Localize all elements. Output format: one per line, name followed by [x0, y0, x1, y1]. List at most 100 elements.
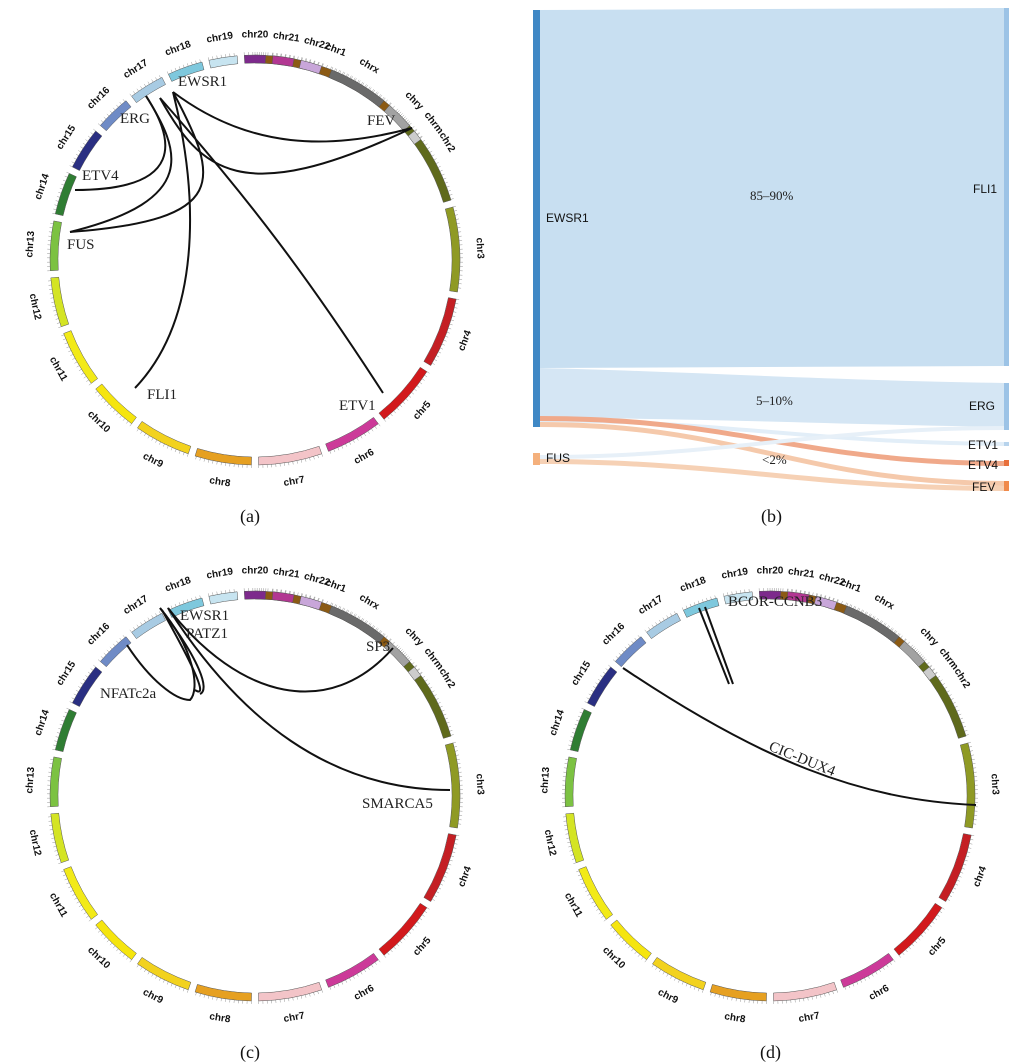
- tick-mark: [76, 901, 80, 904]
- tick-mark: [109, 406, 113, 410]
- tick-mark: [414, 665, 418, 668]
- tick-mark: [939, 679, 943, 682]
- node-fus: [533, 453, 540, 465]
- chromosome-band: [564, 756, 577, 807]
- tick-mark: [637, 635, 641, 638]
- tick-mark: [816, 593, 818, 597]
- tick-mark: [589, 897, 593, 900]
- tick-mark: [136, 624, 139, 628]
- gene-labels: EWSR1 PATZ1 SP3 NFATc2a SMARCA5: [100, 608, 433, 812]
- tick-mark: [427, 147, 430, 150]
- target-label: FLI1: [973, 182, 997, 196]
- chromosome-label: chr19: [206, 566, 235, 581]
- chromosome-label: chr2: [952, 667, 973, 691]
- tick-mark: [815, 995, 817, 999]
- tick-mark: [914, 940, 918, 944]
- chromosome-label: chr3: [474, 773, 486, 795]
- tick-mark: [300, 57, 302, 61]
- chromosome-band: [773, 981, 838, 1002]
- tick-mark: [78, 905, 82, 908]
- tick-mark: [361, 617, 363, 621]
- tick-mark: [434, 895, 438, 898]
- tick-mark: [449, 194, 453, 196]
- tick-mark: [598, 912, 602, 915]
- chromosome-band: [137, 957, 192, 991]
- tick-mark: [369, 87, 372, 91]
- tick-mark: [143, 619, 146, 623]
- tick-mark: [106, 939, 110, 943]
- tick-mark: [56, 858, 60, 860]
- source-label: EWSR1: [546, 211, 589, 225]
- tick-mark: [393, 410, 396, 414]
- gene-label: FUS: [67, 237, 95, 253]
- tick-mark: [944, 686, 948, 689]
- tick-mark: [329, 450, 332, 454]
- tick-mark: [401, 650, 405, 654]
- chromosome-band: [843, 605, 900, 644]
- tick-mark: [585, 890, 589, 892]
- panel-label-b: (b): [761, 506, 782, 527]
- tick-mark: [441, 709, 445, 712]
- tick-mark: [159, 977, 161, 981]
- tick-mark: [837, 599, 839, 603]
- tick-mark: [174, 67, 177, 71]
- tick-mark: [946, 690, 950, 693]
- tick-mark: [934, 918, 938, 921]
- chromosome-label: chrx: [357, 56, 381, 76]
- tick-mark: [50, 222, 54, 224]
- chromosome-label: chr7: [798, 1010, 821, 1025]
- tick-mark: [445, 335, 449, 338]
- tick-mark: [627, 643, 631, 647]
- tick-mark: [379, 95, 383, 98]
- chromosome-label: chr7: [283, 474, 306, 489]
- tick-mark: [69, 165, 73, 168]
- gene-label: FLI1: [147, 387, 177, 403]
- tick-mark: [396, 943, 400, 947]
- tick-mark: [382, 632, 385, 636]
- tick-mark: [397, 110, 400, 113]
- tick-mark: [75, 153, 79, 156]
- fusion-link: [704, 606, 734, 685]
- percentage-label: 85–90%: [750, 188, 794, 203]
- chromosome-label: chr19: [721, 566, 750, 581]
- tick-mark: [422, 675, 426, 678]
- tick-mark: [86, 379, 89, 382]
- tick-mark: [714, 595, 716, 599]
- tick-mark: [444, 181, 448, 184]
- tick-mark: [103, 116, 107, 120]
- chromosome-band: [50, 812, 70, 864]
- chromosome-label: chr22: [303, 571, 332, 589]
- tick-mark: [318, 598, 320, 602]
- tick-mark: [143, 969, 146, 973]
- tick-mark: [354, 614, 357, 618]
- tick-mark: [52, 213, 56, 215]
- tick-mark: [852, 983, 855, 987]
- tick-mark: [710, 992, 712, 996]
- chromosome-band: [208, 55, 239, 69]
- chromosome-band: [299, 59, 323, 75]
- tick-mark: [83, 912, 87, 915]
- tick-mark: [54, 314, 58, 316]
- tick-mark: [959, 717, 963, 720]
- tick-mark: [61, 870, 65, 873]
- tick-mark: [58, 728, 62, 730]
- tick-mark: [644, 629, 647, 633]
- chromosome-band: [898, 640, 926, 668]
- tick-mark: [889, 962, 892, 965]
- tick-mark: [440, 347, 443, 350]
- chromosome-label: chr9: [141, 451, 165, 471]
- chromosome-band: [709, 984, 767, 1002]
- tick-mark: [963, 863, 967, 866]
- tick-mark: [404, 117, 408, 121]
- tick-mark: [923, 931, 927, 934]
- tick-mark: [597, 678, 601, 681]
- tick-mark: [93, 664, 96, 668]
- chromosome-label: chr4: [971, 864, 989, 888]
- tick-mark: [961, 721, 965, 724]
- tick-mark: [871, 973, 874, 977]
- tick-mark: [159, 75, 161, 79]
- tick-mark: [584, 701, 588, 704]
- tick-mark: [52, 841, 56, 843]
- chromosome-band: [565, 812, 585, 864]
- tick-mark: [808, 591, 810, 595]
